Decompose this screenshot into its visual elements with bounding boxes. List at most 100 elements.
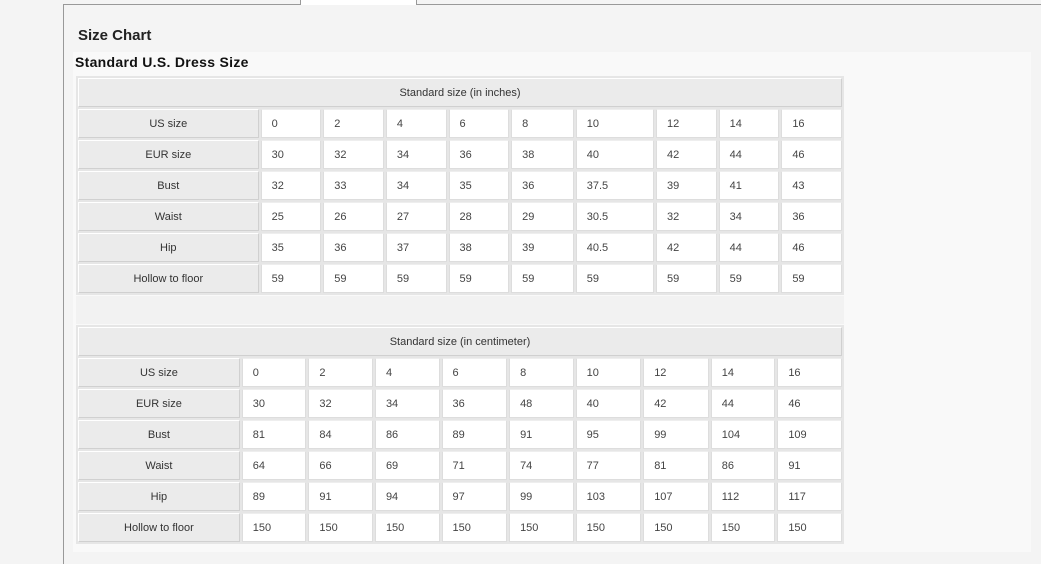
table-cell: 71 xyxy=(441,451,508,480)
table-cell: 89 xyxy=(241,482,307,511)
row-label: EUR size xyxy=(78,140,259,169)
table-cell: 30.5 xyxy=(575,202,655,231)
table-cell: 150 xyxy=(575,513,642,542)
size-table-inches: Standard size (in inches) US size 0 2 4 6 8 10 1… xyxy=(76,76,844,295)
table-cell: 109 xyxy=(777,420,842,449)
table-cell: 150 xyxy=(308,513,373,542)
table-cell: 150 xyxy=(710,513,776,542)
page-title: Size Chart xyxy=(78,27,152,44)
table-cell: 150 xyxy=(241,513,307,542)
table-cell: 42 xyxy=(656,140,717,169)
table-cell: 150 xyxy=(441,513,508,542)
table-cell: 81 xyxy=(643,451,709,480)
table-cell: 16 xyxy=(777,358,842,387)
table-cell: 32 xyxy=(656,202,717,231)
table-cell: 8 xyxy=(509,358,574,387)
table-cell: 25 xyxy=(260,202,322,231)
row-label: Hip xyxy=(78,482,240,511)
table-cell: 91 xyxy=(777,451,842,480)
table-cell: 107 xyxy=(643,482,709,511)
table-cell: 36 xyxy=(448,140,510,169)
table-cell: 44 xyxy=(710,389,776,418)
table-cell: 30 xyxy=(241,389,307,418)
table-cell: 6 xyxy=(448,109,510,138)
row-label: Bust xyxy=(78,171,259,200)
table-cell: 77 xyxy=(575,451,642,480)
table-row: Bust 32 33 34 35 36 37.5 39 41 43 xyxy=(78,171,842,200)
table-row: Bust 81 84 86 89 91 95 99 104 109 xyxy=(78,420,842,449)
table-cell: 36 xyxy=(511,171,574,200)
table-cell: 37.5 xyxy=(575,171,655,200)
table-row: Hip 89 91 94 97 99 103 107 112 117 xyxy=(78,482,842,511)
table-cell: 59 xyxy=(260,264,322,293)
row-label: Waist xyxy=(78,202,259,231)
table-cell: 41 xyxy=(718,171,780,200)
table-cell: 40 xyxy=(575,389,642,418)
row-label: US size xyxy=(78,109,259,138)
table-row: EUR size 30 32 34 36 38 40 42 44 46 xyxy=(78,140,842,169)
table-caption: Standard size (in inches) xyxy=(78,78,842,107)
table-cell: 104 xyxy=(710,420,776,449)
table-cell: 26 xyxy=(323,202,384,231)
table-spacer xyxy=(76,296,844,324)
table-cell: 86 xyxy=(374,420,440,449)
table-cell: 66 xyxy=(308,451,373,480)
table-row: Hollow to floor 150 150 150 150 150 150 150 150 1… xyxy=(78,513,842,542)
table-cell: 6 xyxy=(441,358,508,387)
table-cell: 48 xyxy=(509,389,574,418)
table-cell: 29 xyxy=(511,202,574,231)
row-label: Bust xyxy=(78,420,240,449)
table-row: Waist 64 66 69 71 74 77 81 86 91 xyxy=(78,451,842,480)
table-cell: 14 xyxy=(710,358,776,387)
table-cell: 150 xyxy=(777,513,842,542)
table-cell: 32 xyxy=(323,140,384,169)
size-table-centimeter: Standard size (in centimeter) US size 0 2 4 6… xyxy=(76,325,844,544)
table-cell: 34 xyxy=(718,202,780,231)
table-cell: 59 xyxy=(323,264,384,293)
table-cell: 59 xyxy=(781,264,842,293)
table-cell: 99 xyxy=(509,482,574,511)
row-label: Hip xyxy=(78,233,259,262)
row-label: Waist xyxy=(78,451,240,480)
section-subtitle: Standard U.S. Dress Size xyxy=(75,54,249,70)
table-cell: 35 xyxy=(260,233,322,262)
table-cell: 112 xyxy=(710,482,776,511)
table-cell: 10 xyxy=(575,358,642,387)
table-cell: 150 xyxy=(509,513,574,542)
table-cell: 103 xyxy=(575,482,642,511)
table-cell: 37 xyxy=(385,233,447,262)
table-cell: 86 xyxy=(710,451,776,480)
table-row: Hip 35 36 37 38 39 40.5 42 44 46 xyxy=(78,233,842,262)
table-cell: 150 xyxy=(374,513,440,542)
table-cell: 46 xyxy=(781,233,842,262)
table-cell: 44 xyxy=(718,233,780,262)
table-cell: 59 xyxy=(575,264,655,293)
row-label: Hollow to floor xyxy=(78,264,259,293)
table-cell: 39 xyxy=(656,171,717,200)
table-cell: 4 xyxy=(385,109,447,138)
table-cell: 84 xyxy=(308,420,373,449)
table-cell: 4 xyxy=(374,358,440,387)
tab[interactable] xyxy=(300,0,417,5)
table-cell: 16 xyxy=(781,109,842,138)
table-cell: 97 xyxy=(441,482,508,511)
table-cell: 12 xyxy=(643,358,709,387)
table-cell: 69 xyxy=(374,451,440,480)
table-cell: 35 xyxy=(448,171,510,200)
table-cell: 91 xyxy=(509,420,574,449)
table-cell: 42 xyxy=(656,233,717,262)
table-row: US size 0 2 4 6 8 10 12 14 16 xyxy=(78,358,842,387)
row-label: US size xyxy=(78,358,240,387)
table-cell: 59 xyxy=(656,264,717,293)
table-cell: 14 xyxy=(718,109,780,138)
table-cell: 32 xyxy=(308,389,373,418)
table-row: Hollow to floor 59 59 59 59 59 59 59 59 59 xyxy=(78,264,842,293)
table-row: Waist 25 26 27 28 29 30.5 32 34 36 xyxy=(78,202,842,231)
table-cell: 38 xyxy=(448,233,510,262)
row-label: EUR size xyxy=(78,389,240,418)
table-cell: 10 xyxy=(575,109,655,138)
table-cell: 39 xyxy=(511,233,574,262)
table-cell: 117 xyxy=(777,482,842,511)
table-cell: 94 xyxy=(374,482,440,511)
table-cell: 40 xyxy=(575,140,655,169)
